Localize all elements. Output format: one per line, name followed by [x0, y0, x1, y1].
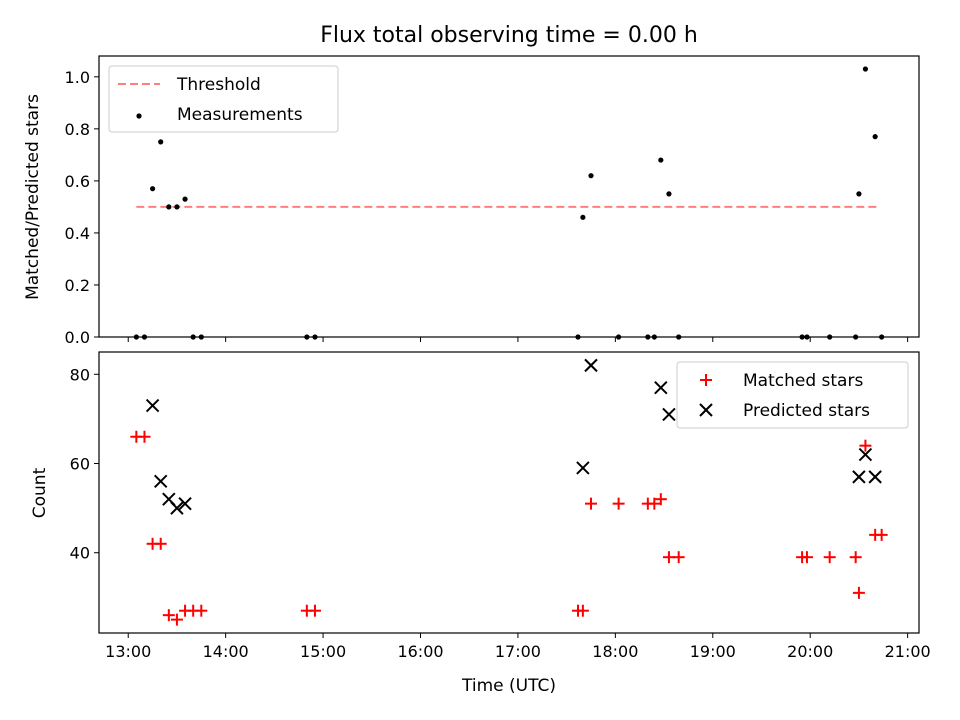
predicted-star-point [170, 501, 184, 515]
y-tick-label: 40 [70, 544, 90, 563]
predicted-star-point [858, 447, 873, 462]
matched-star-point [195, 604, 208, 617]
measurement-point [174, 204, 180, 210]
measurement-point [799, 334, 805, 340]
legend-measurements-label: Measurements [177, 105, 303, 125]
predicted-star-point [178, 496, 192, 511]
predicted-star-point [868, 470, 882, 484]
y-tick-label: 0.2 [65, 276, 90, 295]
measurement-point [166, 204, 172, 210]
measurement-point [872, 134, 878, 140]
measurement-point [141, 334, 148, 340]
matched-star-point [800, 551, 813, 564]
measurement-point [304, 334, 310, 340]
predicted-star-point [584, 358, 598, 373]
measurement-point [827, 334, 833, 340]
x-tick-label: 14:00 [203, 642, 249, 661]
measurement-point [182, 196, 188, 202]
measurement-point [158, 139, 164, 145]
ratio-panel: Flux total observing time = 0.00 h Match… [23, 23, 920, 347]
matched-star-point [852, 586, 865, 599]
ratio-chart-title: Flux total observing time = 0.00 h [320, 23, 698, 48]
legend-measurements-swatch [136, 113, 142, 119]
legend-threshold-label: Threshold [176, 75, 261, 95]
predicted-star-point [145, 398, 160, 413]
measurement-point [658, 157, 664, 163]
count-legend-box [676, 361, 909, 429]
ratio-y-axis-label: Matched/Predicted stars [23, 94, 43, 300]
measurement-point [645, 334, 651, 340]
matched-star-point [612, 497, 625, 510]
x-tick-label: 13:00 [105, 642, 151, 661]
matched-star-point [672, 551, 685, 564]
y-tick-label: 1.0 [65, 68, 90, 87]
measurement-point [676, 334, 682, 340]
ratio-plot-area [98, 55, 920, 338]
count-points [130, 358, 888, 626]
matched-star-point [162, 609, 175, 622]
y-tick-label: 80 [70, 365, 90, 384]
predicted-star-point [654, 380, 668, 395]
predicted-star-point [576, 461, 590, 475]
y-tick-label: 60 [70, 455, 90, 474]
matched-star-point [823, 551, 836, 564]
measurement-point [198, 334, 204, 340]
matched-star-point [154, 537, 167, 550]
ratio-legend-box [108, 65, 339, 133]
measurement-point [149, 186, 156, 192]
predicted-star-point [662, 407, 676, 422]
x-tick-label: 17:00 [495, 642, 541, 661]
count-panel: Count Time (UTC) 13:00 14:00 15:00 16:00 17:… [30, 351, 931, 696]
legend-predicted-label: Predicted stars [743, 401, 870, 421]
measurement-point [666, 191, 672, 197]
y-tick-label: 0.8 [65, 120, 90, 139]
count-legend: Matched stars Predicted stars [676, 361, 909, 429]
measurement-point [853, 334, 859, 340]
predicted-star-point [153, 474, 168, 489]
measurement-point [879, 334, 885, 340]
matched-star-point [138, 430, 151, 443]
measurement-point [616, 334, 622, 340]
measurement-point [651, 334, 657, 340]
count-plot-area [98, 351, 920, 634]
measurement-point [580, 214, 586, 220]
x-tick-label: 20:00 [787, 642, 833, 661]
matched-star-point [849, 551, 862, 564]
y-tick-label: 0.0 [65, 328, 90, 347]
legend-matched-swatch [700, 374, 712, 386]
y-tick-label: 0.4 [65, 224, 90, 243]
x-tick-label: 18:00 [592, 642, 638, 661]
measurement-point [133, 334, 139, 340]
x-axis-label: Time (UTC) [461, 676, 556, 696]
matched-star-point [585, 497, 597, 510]
measurement-point [312, 334, 318, 340]
measurement-point [588, 173, 594, 179]
measurement-point [190, 334, 196, 340]
ratio-ticks: 0.0 0.2 0.4 0.6 0.8 1.0 [65, 68, 909, 347]
matched-star-point [875, 528, 888, 541]
ratio-points [133, 66, 885, 340]
ratio-legend: Threshold Measurements [108, 65, 339, 133]
legend-matched-label: Matched stars [743, 371, 863, 391]
matched-star-point [170, 613, 183, 626]
predicted-star-point [852, 470, 866, 484]
y-tick-label: 0.6 [65, 172, 90, 191]
matched-star-point [648, 497, 661, 510]
count-ticks: 13:00 14:00 15:00 16:00 17:00 18:00 19:00 20:00… [70, 365, 931, 661]
measurement-point [575, 334, 581, 340]
matched-star-point [654, 493, 667, 506]
matched-star-point [859, 439, 872, 452]
matched-star-point [308, 604, 321, 617]
matched-star-point [576, 604, 589, 617]
measurement-point [804, 334, 810, 340]
legend-predicted-swatch [699, 403, 713, 417]
x-tick-label: 21:00 [885, 642, 931, 661]
x-tick-label: 16:00 [397, 642, 443, 661]
measurement-point [856, 191, 862, 197]
count-y-axis-label: Count [30, 467, 50, 518]
x-tick-label: 15:00 [300, 642, 346, 661]
measurement-point [862, 66, 869, 72]
x-tick-label: 19:00 [690, 642, 736, 661]
